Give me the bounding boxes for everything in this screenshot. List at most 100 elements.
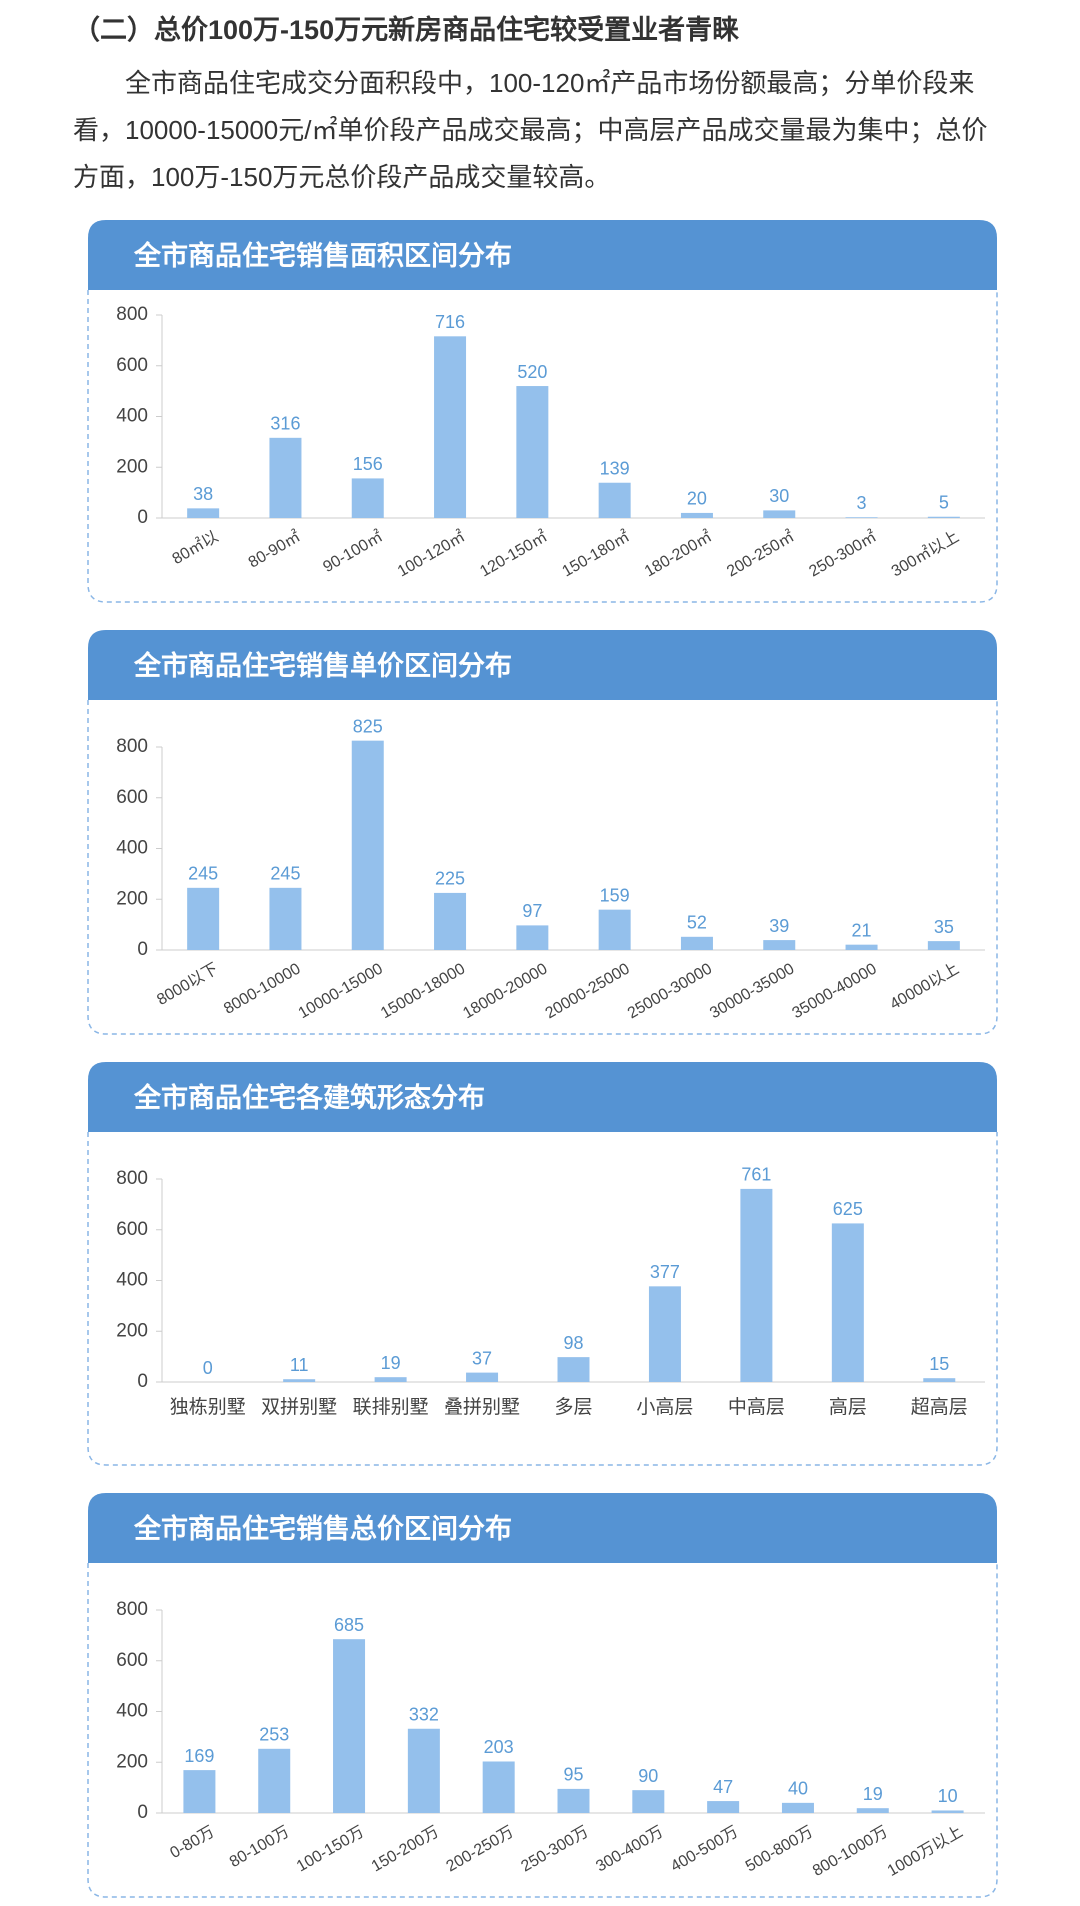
x-tick-label: 200-250万 xyxy=(444,1823,517,1875)
y-tick-label: 400 xyxy=(116,838,148,859)
bar xyxy=(598,482,631,518)
value-label: 90 xyxy=(638,1766,658,1786)
x-tick-label: 独栋别墅 xyxy=(170,1396,246,1418)
x-tick-label: 300㎡以上 xyxy=(888,528,962,581)
value-label: 52 xyxy=(687,913,707,933)
bar xyxy=(763,940,796,950)
bar xyxy=(407,1728,440,1813)
x-tick-label: 100-120㎡ xyxy=(394,528,468,581)
bar xyxy=(927,941,960,950)
chart-title: 全市商品住宅销售单价区间分布 xyxy=(133,650,512,681)
chart-title: 全市商品住宅销售面积区间分布 xyxy=(133,240,512,271)
y-tick-label: 800 xyxy=(116,1599,148,1620)
x-tick-label: 多层 xyxy=(554,1396,592,1418)
x-tick-label: 高层 xyxy=(829,1396,867,1418)
value-label: 21 xyxy=(852,920,872,940)
x-tick-label: 200-250㎡ xyxy=(724,528,798,581)
chart-card: 全市商品住宅销售总价区间分布 0 200 400 600 800 169 0-80万 253 80… xyxy=(87,1493,998,1898)
y-tick-label: 600 xyxy=(116,355,148,376)
x-tick-label: 800-1000万 xyxy=(810,1823,891,1880)
bar xyxy=(351,478,384,518)
x-tick-label: 90-100㎡ xyxy=(320,528,386,577)
x-tick-label: 120-150㎡ xyxy=(477,528,551,581)
x-tick-label: 150-180㎡ xyxy=(559,528,633,581)
chart-card: 全市商品住宅销售单价区间分布 0 200 400 600 800 245 8000以下 245 8… xyxy=(87,630,998,1035)
value-label: 30 xyxy=(769,486,789,506)
value-label: 38 xyxy=(193,484,213,504)
y-tick-label: 800 xyxy=(116,1168,148,1189)
bar xyxy=(516,386,549,518)
x-tick-label: 250-300㎡ xyxy=(806,528,880,581)
x-tick-label: 0-80万 xyxy=(167,1823,217,1862)
x-tick-label: 叠拼别墅 xyxy=(444,1396,520,1418)
x-tick-label: 15000-18000 xyxy=(378,960,468,1022)
y-tick-label: 800 xyxy=(116,304,148,325)
x-tick-label: 250-300万 xyxy=(518,1823,591,1875)
x-tick-label: 20000-25000 xyxy=(543,960,633,1022)
value-label: 0 xyxy=(203,1358,213,1378)
chart-title: 全市商品住宅各建筑形态分布 xyxy=(133,1082,485,1113)
value-label: 245 xyxy=(188,864,218,884)
value-label: 253 xyxy=(259,1725,289,1745)
bar xyxy=(434,892,467,950)
x-tick-label: 80-90㎡ xyxy=(245,528,303,572)
value-label: 520 xyxy=(517,362,547,382)
value-label: 98 xyxy=(563,1333,583,1353)
bar xyxy=(856,1808,889,1813)
bar xyxy=(187,508,220,518)
bar xyxy=(648,1286,681,1382)
y-tick-label: 600 xyxy=(116,1219,148,1240)
bar xyxy=(466,1372,499,1382)
x-tick-label: 双拼别墅 xyxy=(261,1396,337,1418)
bar xyxy=(598,909,631,950)
value-label: 11 xyxy=(290,1355,309,1375)
x-tick-label: 150-200万 xyxy=(369,1823,442,1875)
y-tick-label: 0 xyxy=(137,507,148,528)
bar xyxy=(258,1748,291,1813)
value-label: 10 xyxy=(938,1786,958,1806)
x-tick-label: 18000-20000 xyxy=(460,960,550,1022)
y-tick-label: 200 xyxy=(116,1320,148,1341)
y-tick-label: 200 xyxy=(116,456,148,477)
chart-card: 全市商品住宅各建筑形态分布 0 200 400 600 800 0 独栋别墅 11 双拼别墅 19 联… xyxy=(87,1062,998,1466)
x-tick-label: 8000以下 xyxy=(154,960,221,1009)
x-tick-label: 10000-15000 xyxy=(296,960,386,1022)
card-header xyxy=(88,220,997,290)
value-label: 20 xyxy=(687,489,707,509)
bar xyxy=(931,1810,964,1813)
bar xyxy=(845,944,878,950)
value-label: 159 xyxy=(600,885,630,905)
heading: （二）总价100万-150万元新房商品住宅较受置业者青睐 xyxy=(73,15,740,45)
y-tick-label: 0 xyxy=(137,1802,148,1823)
x-tick-label: 30000-35000 xyxy=(707,960,797,1022)
y-tick-label: 0 xyxy=(137,939,148,960)
bar xyxy=(187,887,220,950)
value-label: 685 xyxy=(334,1615,364,1635)
x-tick-label: 180-200㎡ xyxy=(641,528,715,581)
y-tick-label: 200 xyxy=(116,888,148,909)
x-tick-label: 1000万以上 xyxy=(884,1823,965,1880)
x-tick-label: 联排别墅 xyxy=(353,1396,429,1418)
paragraph: 全市商品住宅成交分面积段中，100-120㎡产品市场份额最高；分单价段来看，10… xyxy=(73,68,988,192)
bar xyxy=(374,1377,407,1382)
bar xyxy=(269,437,302,518)
bar xyxy=(740,1188,773,1382)
x-tick-label: 8000-10000 xyxy=(221,960,304,1017)
x-tick-label: 小高层 xyxy=(636,1396,693,1418)
x-tick-label: 25000-30000 xyxy=(625,960,715,1022)
value-label: 19 xyxy=(863,1784,883,1804)
x-tick-label: 超高层 xyxy=(911,1396,968,1418)
y-tick-label: 800 xyxy=(116,736,148,757)
bar xyxy=(763,510,796,518)
value-label: 156 xyxy=(353,454,383,474)
bar xyxy=(831,1223,864,1382)
value-label: 761 xyxy=(741,1165,771,1185)
value-label: 245 xyxy=(270,864,300,884)
y-tick-label: 0 xyxy=(137,1371,148,1392)
value-label: 97 xyxy=(522,901,542,921)
x-tick-label: 300-400万 xyxy=(593,1823,666,1875)
bar xyxy=(283,1379,316,1382)
value-label: 40 xyxy=(788,1779,808,1799)
